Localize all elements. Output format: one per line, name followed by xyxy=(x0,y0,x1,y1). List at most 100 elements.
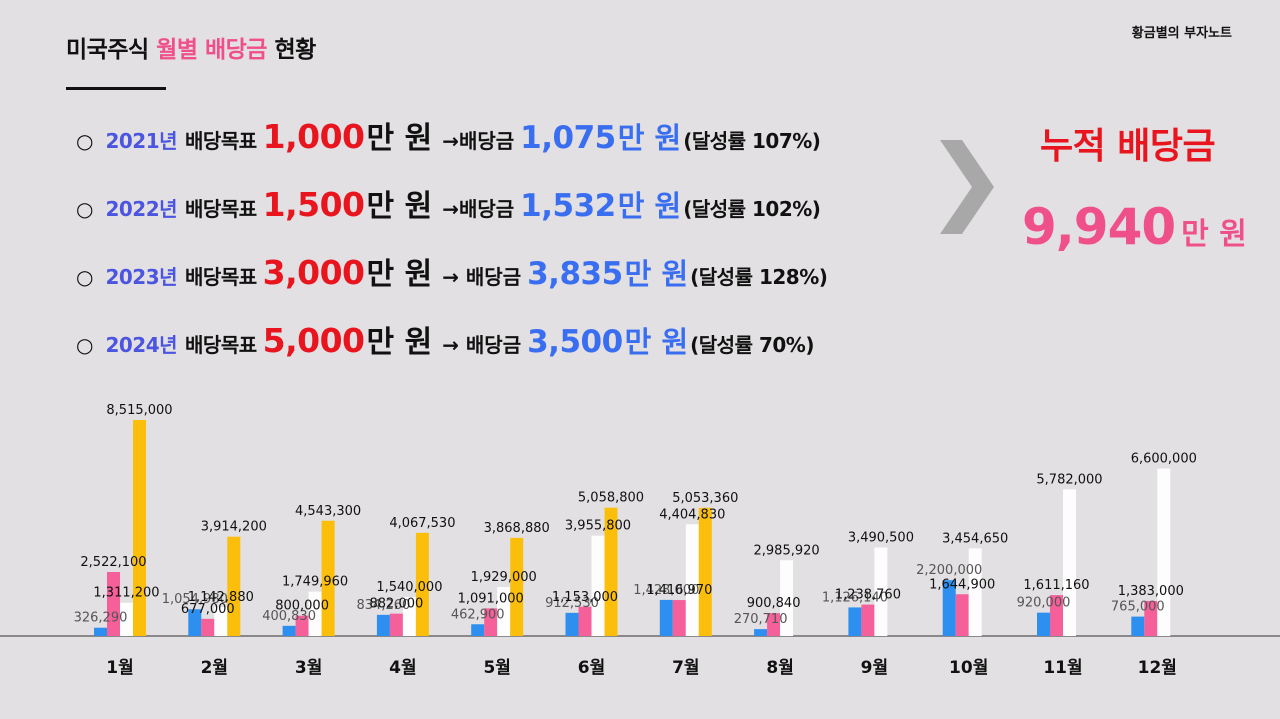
data-label-s2-m3: 800,000 xyxy=(275,599,329,614)
goal-year: 2021년 xyxy=(105,129,178,153)
x-tick-label: 9월 xyxy=(861,658,888,678)
goal-achievement-rate: (달성률 70%) xyxy=(690,333,814,357)
data-label-s2-m6: 1,153,000 xyxy=(552,590,618,605)
goal-target-unit: 만 원 xyxy=(366,257,433,292)
bar-s2-m3 xyxy=(295,615,309,636)
cumulative-total: 9,940 만 원 xyxy=(1022,198,1247,256)
bar-s2-m9 xyxy=(861,604,875,636)
bar-s2-m6 xyxy=(578,606,592,636)
data-label-s2-m1: 2,522,100 xyxy=(80,555,146,570)
bar-s4-m6 xyxy=(604,507,618,636)
bar-s3-m12 xyxy=(1157,468,1171,636)
bar-s4-m3 xyxy=(321,520,335,636)
bar-s1-m12 xyxy=(1131,616,1145,636)
bar-s1-m10 xyxy=(942,580,956,636)
data-label-s4-m7: 5,053,360 xyxy=(672,491,738,506)
goal-dividend-value: 3,500 xyxy=(527,324,623,360)
data-label-s1-m4: 834,260 xyxy=(357,598,411,613)
data-label-s4-m3: 4,543,300 xyxy=(295,504,361,519)
goal-year: 2022년 xyxy=(105,197,178,221)
bar-s3-m10 xyxy=(968,548,982,636)
data-label-s3-m1: 1,311,200 xyxy=(93,586,159,601)
data-label-s3-m2: 1,142,880 xyxy=(188,590,254,605)
data-label-s4-m5: 3,868,880 xyxy=(484,521,550,536)
goal-dividend-unit: 만 원 xyxy=(617,189,682,223)
x-tick-label: 3월 xyxy=(295,658,322,678)
goal-dividend-value: 1,532 xyxy=(520,188,616,224)
data-label-s4-m6: 5,058,800 xyxy=(578,491,644,506)
x-tick-label: 6월 xyxy=(578,658,605,678)
bar-s3-m1 xyxy=(120,602,133,636)
data-label-s1-m8: 270,710 xyxy=(734,612,788,627)
goal-target-value: 1,500 xyxy=(262,185,365,224)
data-label-s3-m4: 1,540,000 xyxy=(376,580,442,595)
bar-s1-m4 xyxy=(376,614,390,636)
bar-s2-m7 xyxy=(672,600,686,636)
bar-s4-m1 xyxy=(133,420,146,636)
title-underline xyxy=(66,87,166,90)
data-label-s1-m10: 2,200,000 xyxy=(916,563,982,578)
goal-dividend-unit: 만 원 xyxy=(624,325,689,359)
goal-year: 2024년 xyxy=(105,333,178,357)
bar-s3-m4 xyxy=(402,596,416,636)
bar-s3-m6 xyxy=(591,535,605,636)
data-label-s1-m3: 400,830 xyxy=(262,609,316,624)
goal-dividend-label: → 배당금 xyxy=(442,333,522,357)
bar-s2-m1 xyxy=(107,572,120,636)
x-tick-label: 8월 xyxy=(766,658,793,678)
x-tick-label: 11월 xyxy=(1043,658,1082,678)
bullet-icon: ○ xyxy=(76,333,94,357)
data-label-s2-m11: 1,611,160 xyxy=(1023,578,1089,593)
bar-s2-m5 xyxy=(484,608,498,636)
cumulative-value: 9,940 xyxy=(1022,198,1176,256)
data-label-s1-m5: 462,900 xyxy=(451,607,505,622)
x-tick-label: 2월 xyxy=(201,658,228,678)
goal-achievement-rate: (달성률 102%) xyxy=(683,197,821,221)
goal-target-unit: 만 원 xyxy=(366,189,433,224)
goal-achievement-rate: (달성률 107%) xyxy=(683,129,821,153)
data-label-s1-m6: 912,530 xyxy=(545,596,599,611)
data-label-s4-m1: 8,515,000 xyxy=(106,403,172,418)
goal-dividend-label: → 배당금 xyxy=(442,265,522,289)
bar-s2-m12 xyxy=(1144,600,1158,636)
goal-target-value: 1,000 xyxy=(262,117,365,156)
page-title: 미국주식 월별 배당금 현황 xyxy=(66,30,316,64)
data-label-s2-m10: 1,644,900 xyxy=(929,577,995,592)
bar-s2-m4 xyxy=(389,613,403,636)
goal-year: 2023년 xyxy=(105,265,178,289)
goal-dividend-value: 1,075 xyxy=(520,120,616,156)
goal-target-label: 배당목표 xyxy=(185,265,257,289)
data-label-s3-m7: 4,404,830 xyxy=(659,507,725,522)
data-label-s3-m9: 3,490,500 xyxy=(848,530,914,545)
brand-label: 황금별의 부자노트 xyxy=(1131,26,1232,41)
x-tick-label: 7월 xyxy=(672,658,699,678)
bar-s3-m5 xyxy=(497,587,511,636)
cumulative-unit: 만 원 xyxy=(1181,217,1247,252)
data-label-s3-m3: 1,749,960 xyxy=(282,575,348,590)
cumulative-title: 누적 배당금 xyxy=(1040,126,1216,167)
bar-s1-m6 xyxy=(565,612,579,636)
goal-target-label: 배당목표 xyxy=(185,333,257,357)
goal-dividend-label: →배당금 xyxy=(442,197,515,221)
data-label-s4-m4: 4,067,530 xyxy=(389,516,455,531)
data-label-s3-m8: 2,985,920 xyxy=(754,543,820,558)
data-label-s3-m6: 3,955,800 xyxy=(565,519,631,534)
data-label-s2-m4: 882,000 xyxy=(370,597,424,612)
bar-s3-m3 xyxy=(308,591,322,636)
x-tick-label: 1월 xyxy=(106,658,133,678)
data-label-s1-m9: 1,126,140 xyxy=(822,590,888,605)
bar-s3-m2 xyxy=(214,607,228,636)
data-label-s2-m12: 1,383,000 xyxy=(1118,584,1184,599)
goal-target-unit: 만 원 xyxy=(366,325,433,360)
data-label-s1-m7: 1,423,000 xyxy=(633,583,699,598)
data-label-s2-m2: 677,000 xyxy=(181,602,235,617)
bar-s1-m3 xyxy=(282,625,296,636)
bar-s1-m11 xyxy=(1037,612,1050,636)
data-label-s3-m11: 5,782,000 xyxy=(1036,472,1102,487)
chevron-right-icon xyxy=(940,140,994,234)
bar-s4-m5 xyxy=(510,537,524,636)
title-highlight: 월별 배당금 xyxy=(156,37,267,63)
x-tick-label: 5월 xyxy=(483,658,510,678)
goal-row-2023: ○ 2023년 배당목표 3,000 만 원 → 배당금 3,835 만 원 (… xyxy=(76,249,828,293)
x-tick-label: 12월 xyxy=(1138,658,1177,678)
